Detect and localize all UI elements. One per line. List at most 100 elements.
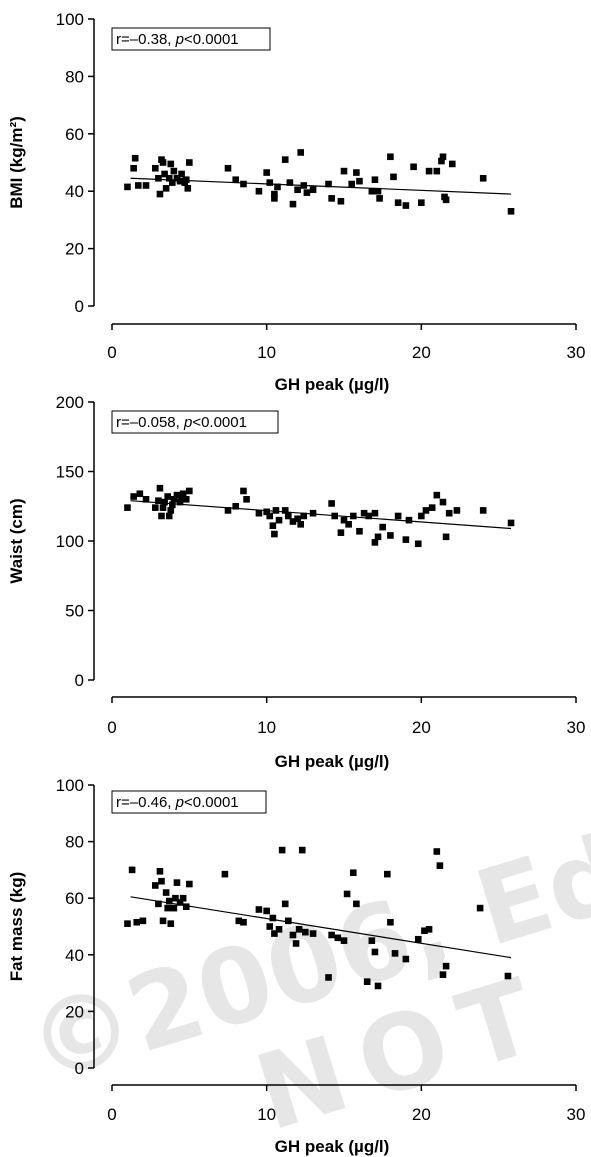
data-point [402,536,410,543]
x-axis-label: GH peak (µg/l) [275,1137,390,1156]
stat-annotation-p-value: <0.0001 [192,414,247,431]
data-point [356,177,363,185]
data-point [289,518,297,525]
scatter-panel-2: 0 50 100 150 200 0 10 20 30 GH peak (µg/l) Waist (… [7,393,585,771]
data-point [167,507,175,514]
data-point [176,498,184,506]
y-tick-label: 100 [56,10,84,29]
x-tick-label: 0 [107,343,116,362]
data-point [337,529,345,536]
stat-annotation-p-value: <0.0001 [184,794,239,811]
data-point [170,167,178,175]
x-tick-label: 0 [107,1105,116,1124]
scatter-panel-3: 0 20 40 60 80 100 0 10 20 30 GH peak (µg/l) Fat mas… [7,776,585,1156]
data-point [162,889,170,896]
data-point [507,207,515,215]
data-point [349,512,357,520]
data-point [176,177,184,185]
data-point [182,496,190,503]
data-point [439,153,447,161]
y-tick-label: 60 [65,889,84,908]
data-point [421,927,428,935]
scatter-panel-1: 0 20 40 60 80 100 0 10 20 30 GH peak (µg/l) BMI (kg… [7,10,585,394]
x-tick-label: 0 [107,718,116,737]
data-point [439,498,447,506]
data-point [360,509,368,517]
y-tick-label: 100 [56,776,84,795]
data-point [155,900,162,908]
data-point [170,904,178,912]
data-point [337,197,345,205]
data-point [414,935,422,943]
y-tick-label: 150 [56,463,84,482]
data-point [425,167,433,175]
data-point [303,189,311,196]
stat-annotation-p-value: <0.0001 [184,31,239,48]
data-point [271,195,278,202]
data-point [269,914,277,922]
data-point [165,512,173,520]
data-point [232,502,240,510]
stat-annotation-r: r=–0.38, [116,31,176,48]
data-point [476,904,484,912]
data-point [184,185,192,192]
y-tick-label: 60 [65,125,84,144]
data-point [442,962,450,970]
data-point [345,521,352,528]
data-point [368,937,376,944]
data-point [224,507,232,514]
data-point [142,182,150,189]
y-axis-label: Fat mass (kg) [7,872,26,982]
data-point [221,870,229,878]
data-point [266,923,274,930]
data-point [363,978,371,985]
stat-annotation-box [111,790,267,814]
data-point [433,848,441,855]
data-point [272,507,280,514]
data-point [156,190,164,198]
data-point [438,157,445,165]
x-tick-label: 10 [257,718,276,737]
x-tick-label: 20 [412,343,431,362]
data-point [165,897,173,905]
data-point [152,504,159,511]
stat-annotation: r=–0.38, p<0.0001 [116,31,239,48]
data-point [371,509,379,517]
data-point [240,487,247,495]
data-point [340,516,348,524]
data-point [164,493,171,500]
data-point [131,154,139,162]
data-point [186,487,193,495]
trend-line [130,500,512,530]
data-point [391,950,399,957]
data-point [371,948,379,956]
data-point [182,176,190,184]
data-point [410,163,417,171]
data-point [266,512,274,520]
data-point [266,179,274,186]
data-point [374,187,382,195]
data-point [161,498,168,506]
data-point [298,846,306,854]
data-point [422,507,430,514]
data-point [170,496,178,503]
y-tick-label: 0 [75,671,84,690]
stat-annotation: r=–0.058, p<0.0001 [116,414,247,431]
data-point [275,926,283,933]
data-point [255,906,263,913]
data-point [289,931,297,939]
data-point [445,509,453,517]
data-point [328,931,335,939]
data-point [418,199,425,206]
y-tick-label: 0 [75,1059,84,1078]
data-point [294,515,301,523]
data-point [390,173,397,181]
data-point [235,917,243,925]
data-point [169,501,176,509]
data-point [504,972,512,980]
data-point [418,512,425,520]
data-point [348,180,356,188]
data-point [328,195,335,202]
data-point [186,159,193,166]
